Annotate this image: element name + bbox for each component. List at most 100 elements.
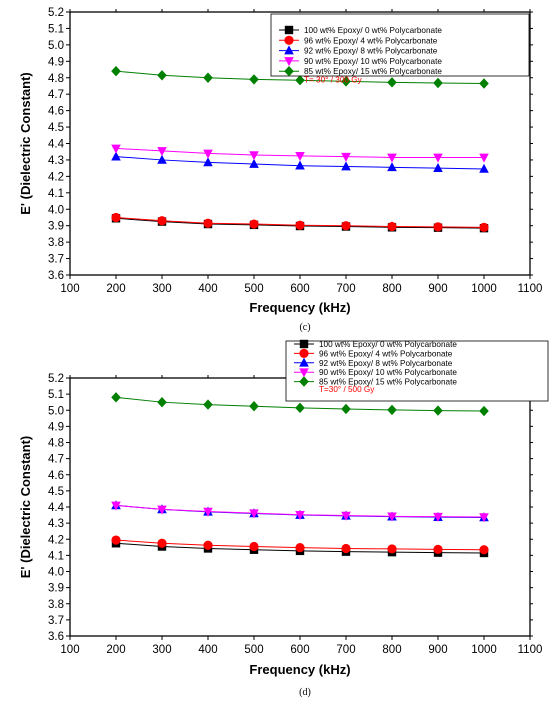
data-point	[387, 221, 397, 232]
legend-entry: 100 wt% Epoxy/ 0 wt% Polycarbonate	[294, 339, 457, 349]
data-point	[203, 157, 213, 167]
data-point	[111, 212, 121, 223]
data-point	[387, 153, 397, 163]
y-tick-label: 4.2	[48, 171, 64, 183]
data-point	[341, 76, 351, 87]
legend-label: 96 wt% Epoxy/ 4 wt% Polycarbonate	[319, 349, 453, 358]
data-point	[157, 154, 167, 164]
data-point	[341, 403, 351, 415]
legend-marker	[299, 357, 309, 367]
x-tick-label: 500	[244, 283, 263, 295]
legend-entry: 96 wt% Epoxy/ 4 wt% Polycarbonate	[294, 348, 453, 358]
y-tick-label: 5.2	[48, 373, 64, 385]
data-point	[295, 402, 305, 414]
data-point	[433, 512, 443, 522]
y-tick-label: 3.6	[48, 270, 64, 282]
series-3	[111, 144, 489, 163]
y-tick-label: 3.9	[48, 221, 64, 233]
data-point	[111, 392, 121, 403]
data-point	[203, 507, 213, 517]
x-tick-label: 800	[382, 644, 401, 656]
annotation-label: T=30° / 500 Gy	[319, 385, 375, 394]
legend-entry: 85 wt% Epoxy/ 15 wt% Polycarbonate	[279, 66, 442, 77]
y-tick-label: 3.7	[48, 254, 64, 266]
panel-caption: (c)	[299, 322, 310, 333]
data-point	[479, 545, 489, 555]
data-point	[295, 510, 305, 520]
data-point	[249, 74, 259, 85]
y-tick-label: 4.4	[48, 502, 65, 514]
y-tick-label: 4.3	[48, 155, 64, 167]
data-point	[157, 396, 167, 408]
x-tick-label: 700	[336, 283, 355, 295]
data-point	[249, 219, 259, 229]
y-tick-label: 4.5	[48, 486, 64, 498]
data-point	[387, 404, 397, 416]
y-tick-label: 4.6	[48, 470, 64, 482]
x-tick-label: 400	[198, 644, 217, 656]
y-tick-label: 4.9	[48, 56, 64, 68]
data-point	[157, 70, 167, 81]
y-tick-label: 4.7	[48, 454, 64, 466]
legend-label: 96 wt% Epoxy/ 4 wt% Polycarbonate	[304, 36, 438, 45]
x-tick-label: 100	[60, 283, 79, 295]
data-point	[111, 65, 121, 77]
data-point	[433, 222, 443, 232]
data-point	[479, 163, 489, 173]
x-tick-label: 600	[290, 644, 309, 656]
x-tick-label: 1000	[471, 283, 497, 295]
y-tick-label: 5.0	[48, 40, 64, 52]
legend-entry: 92 wt% Epoxy/ 8 wt% Polycarbonate	[294, 357, 453, 368]
panel-caption: (d)	[299, 687, 311, 698]
data-point	[249, 401, 259, 412]
data-point	[111, 144, 121, 154]
y-tick-label: 4.9	[48, 421, 64, 433]
legend-entry: 90 wt% Epoxy/ 10 wt% Polycarbonate	[279, 57, 442, 67]
legend-marker	[284, 57, 294, 67]
data-point	[203, 72, 213, 83]
legend-label: 100 wt% Epoxy/ 0 wt% Polycarbonate	[304, 26, 442, 35]
data-point	[111, 501, 121, 511]
x-tick-label: 800	[382, 283, 401, 295]
chart-panel-c: 100 200 300 400 500 600 700 800 900 1000 1100 3.6 3.…	[18, 7, 543, 333]
legend-label: 85 wt% Epoxy/ 15 wt% Polycarbonate	[319, 378, 457, 387]
data-point	[111, 151, 121, 161]
data-point	[387, 77, 397, 88]
data-point	[341, 543, 351, 554]
data-point	[295, 152, 305, 162]
y-tick-label: 3.8	[48, 599, 64, 611]
legend-label: 92 wt% Epoxy/ 8 wt% Polycarbonate	[319, 359, 453, 368]
legend-marker	[284, 25, 294, 35]
series-1	[111, 535, 489, 555]
legend-label: 100 wt% Epoxy/ 0 wt% Polycarbonate	[319, 340, 457, 349]
x-tick-label: 300	[152, 283, 171, 295]
x-tick-label: 200	[106, 283, 125, 295]
data-point	[157, 505, 167, 515]
y-tick-label: 3.7	[48, 615, 64, 627]
y-axis-title: E' (Dielectric Constant)	[18, 436, 33, 579]
y-tick-label: 5.1	[48, 389, 64, 401]
data-point	[295, 160, 305, 170]
legend-box	[285, 340, 549, 402]
y-tick-label: 4.6	[48, 106, 64, 118]
data-point	[479, 78, 489, 89]
data-point	[341, 152, 351, 162]
data-point	[203, 399, 213, 410]
data-point	[479, 513, 489, 523]
legend-entry: 96 wt% Epoxy/ 4 wt% Polycarbonate	[279, 35, 438, 45]
data-point	[387, 512, 397, 522]
legend-marker	[284, 45, 294, 55]
x-tick-label: 200	[106, 644, 125, 656]
data-point	[387, 162, 397, 172]
y-tick-label: 4.0	[48, 567, 64, 579]
x-axis-title: Frequency (kHz)	[249, 300, 350, 315]
legend-box	[270, 13, 530, 77]
x-tick-label: 900	[428, 283, 447, 295]
series-4	[111, 392, 489, 417]
x-tick-label: 900	[428, 644, 447, 656]
data-point	[203, 218, 213, 228]
x-tick-label: 400	[198, 283, 217, 295]
y-tick-label: 5.0	[48, 405, 64, 417]
x-tick-label: 1100	[518, 283, 543, 295]
